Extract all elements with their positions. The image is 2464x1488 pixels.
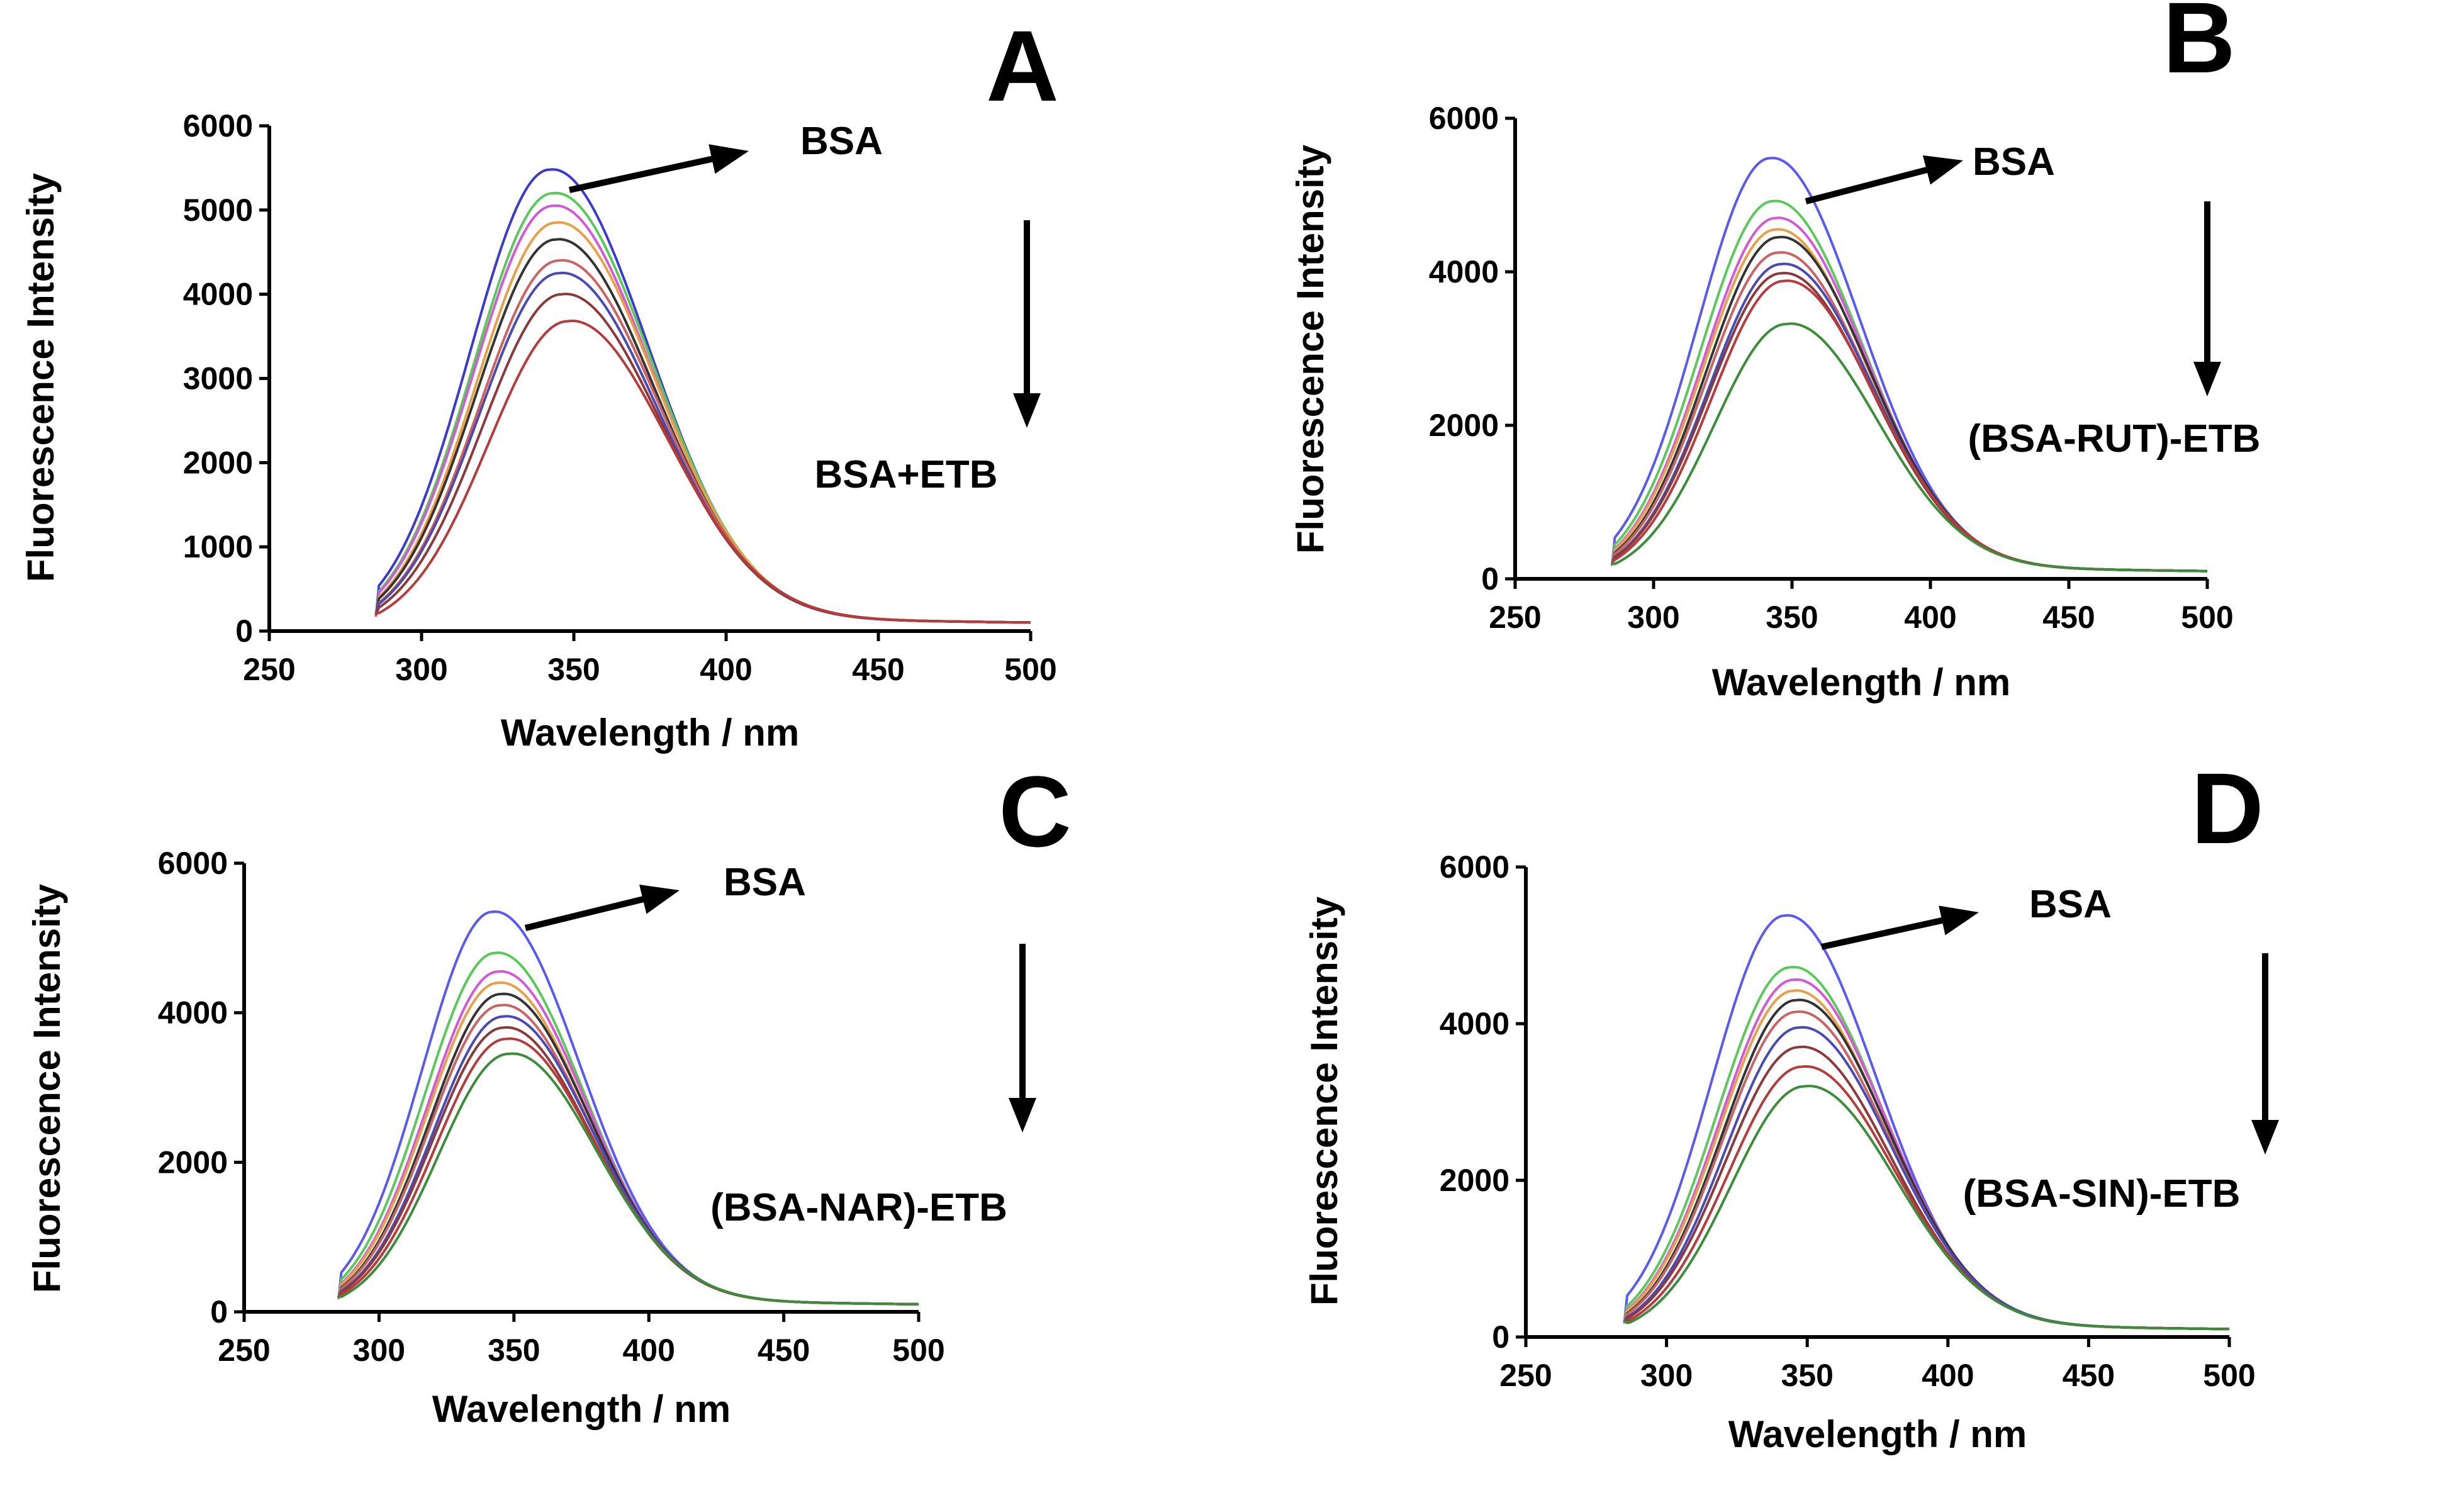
y-tick-label: 2000 [1429,408,1499,443]
x-tick-label: 350 [1766,600,1818,635]
x-axis-title: Wavelength / nm [1712,661,2011,703]
quench-arrowhead [2251,1120,2279,1155]
series-line-s3 [374,204,1031,624]
quench-arrowhead [1009,1098,1036,1133]
quench-arrowhead [1013,393,1041,428]
x-tick-label: 500 [1004,652,1056,687]
bsa-arrowhead [1939,905,1979,936]
annotation-bottom: BSA+ETB [814,453,997,496]
bsa-arrow [1805,164,1940,204]
annotation-top: BSA [724,861,806,904]
x-axis-title: Wavelength / nm [1728,1413,2027,1455]
x-tick-label: 250 [1489,600,1541,635]
y-tick-label: 6000 [1429,101,1499,136]
panel-b: 0 2000 4000 6000 250 300 350 400 450 500 Wavelengt… [1289,0,2260,703]
bsa-arrow [1820,914,1956,950]
y-axis-title: Fluorescence Intensity [20,172,62,582]
y-tick-label: 4000 [1440,1006,1509,1041]
x-axis-title: Wavelength / nm [432,1388,731,1430]
quench-arrowhead [2193,362,2221,396]
y-tick-label: 0 [1492,1319,1509,1355]
x-tick-label: 300 [1627,600,1679,635]
x-tick-label: 400 [1904,600,1956,635]
annotation-top: BSA [2029,883,2112,926]
panel-c: 0 2000 4000 6000 250 300 350 400 450 500 Wavelengt… [26,755,1072,1430]
series-line-s10 [338,1052,919,1306]
y-tick-label: 5000 [183,193,253,228]
x-tick-label: 450 [758,1333,810,1368]
bsa-arrow [568,153,725,193]
series-line-s2 [374,191,1031,624]
x-tick-label: 250 [218,1333,270,1368]
panel-letter: A [986,9,1059,122]
y-axis-title: Fluorescence Intensity [1289,144,1331,554]
y-tick-label: 0 [235,613,253,649]
y-tick-label: 0 [1481,561,1499,596]
panel-letter: D [2191,752,2264,864]
series-line-s8 [337,1026,919,1306]
x-tick-label: 300 [353,1333,405,1368]
y-tick-label: 4000 [183,277,253,312]
y-tick-label: 2000 [183,445,253,480]
series-line-s6 [1623,1010,2229,1331]
series-line-s10 [1611,322,2208,573]
x-tick-label: 500 [2203,1358,2255,1393]
annotation-top: BSA [1973,140,2055,184]
x-tick-label: 250 [243,652,295,687]
series-line-s9 [376,320,1031,624]
x-tick-label: 400 [700,652,752,687]
series-line-s10 [1623,1085,2229,1331]
annotation-bottom: (BSA-RUT)-ETB [1968,417,2261,461]
annotation-bottom: (BSA-SIN)-ETB [1963,1172,2241,1216]
x-tick-label: 350 [547,652,600,687]
y-tick-label: 1000 [183,529,253,564]
x-tick-label: 300 [1640,1358,1693,1393]
series-line-s2 [1623,966,2230,1331]
series-line-s1 [374,168,1031,624]
y-tick-label: 0 [210,1294,228,1329]
x-tick-label: 350 [488,1333,540,1368]
y-axis-title: Fluorescence Intensity [1303,896,1345,1306]
series-line-s5 [1623,999,2229,1331]
bsa-arrowhead [708,144,749,174]
x-tick-label: 400 [622,1333,675,1368]
panel-a: 0 1000 2000 3000 4000 5000 6000 250 300 350 400 450… [20,9,1059,754]
annotation-top: BSA [800,120,883,163]
y-tick-label: 2000 [158,1144,228,1180]
y-tick-label: 4000 [158,995,228,1031]
panel-letter: C [999,755,1072,868]
x-axis-title: Wavelength / nm [501,712,800,754]
bsa-arrowhead [1922,155,1963,185]
y-tick-label: 6000 [183,108,253,143]
x-tick-label: 500 [892,1333,944,1368]
bsa-arrow [524,893,656,931]
bsa-arrowhead [639,884,680,914]
series-line-s4 [337,981,919,1306]
series-line-s4 [1611,228,2208,573]
series-line-s9 [338,1037,919,1306]
y-tick-label: 4000 [1429,254,1499,289]
x-tick-label: 450 [2042,600,2095,635]
x-tick-label: 500 [2181,600,2233,635]
panel-d: 0 2000 4000 6000 250 300 350 400 450 500 Wavelengt… [1303,752,2279,1455]
y-axis-title: Fluorescence Intensity [26,883,68,1293]
y-tick-label: 6000 [158,846,228,881]
series-line-s5 [1611,235,2208,573]
y-tick-label: 2000 [1440,1163,1509,1198]
x-tick-label: 450 [852,652,904,687]
x-tick-label: 400 [1922,1358,1974,1393]
panel-letter: B [2163,0,2236,94]
x-tick-label: 450 [2063,1358,2115,1393]
series-line-s6 [374,259,1031,624]
x-tick-label: 250 [1499,1358,1552,1393]
y-tick-label: 6000 [1440,849,1509,885]
x-tick-label: 300 [395,652,447,687]
annotation-bottom: (BSA-NAR)-ETB [710,1186,1007,1229]
y-tick-label: 3000 [183,361,253,396]
x-tick-label: 350 [1781,1358,1833,1393]
